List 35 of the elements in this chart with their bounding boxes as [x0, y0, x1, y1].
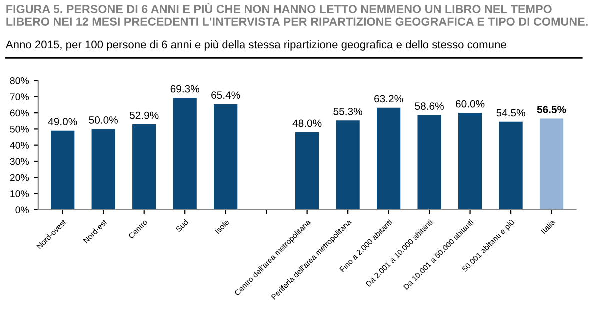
bar: [132, 124, 156, 210]
data-label: 56.5%: [537, 106, 566, 114]
y-tick-label: 50%: [10, 126, 30, 133]
bar: [458, 113, 482, 210]
bar: [540, 118, 564, 210]
bar: [296, 132, 320, 210]
y-tick-label: 80%: [10, 77, 30, 84]
bar: [499, 122, 523, 210]
data-label: 60.0%: [456, 100, 485, 108]
data-label: 50.0%: [89, 116, 118, 124]
data-label: 63.2%: [374, 95, 404, 103]
data-label: 48.0%: [292, 120, 322, 128]
bar: [214, 104, 238, 210]
y-tick-label: 0%: [16, 206, 30, 214]
bar: [173, 98, 197, 210]
y-tick-label: 70%: [10, 94, 30, 101]
data-label: 49.0%: [48, 118, 78, 126]
data-label: 54.5%: [496, 109, 526, 117]
chart-subtitle: Anno 2015, per 100 persone di 6 anni e più della stessa ripartizione geografica e dello stesso comune: [6, 40, 506, 51]
bar: [376, 108, 401, 210]
y-tick-label: 60%: [10, 110, 30, 117]
data-label: 69.3%: [170, 85, 200, 93]
chart-title: FIGURA 5. PERSONE DI 6 ANNI E PIÙ CHE NON HANNO LETTO NEMMENO UN LIBRO NEL TEMPO LIBERO NEI 12 MESI PRECEDENTI L'INTERVISTA PER RIPARTIZIONE GEOGRAFICA E TIPO DI COMUNE.: [6, 2, 588, 26]
y-tick-label: 10%: [10, 190, 30, 198]
y-tick-label: 30%: [10, 158, 30, 166]
bar: [336, 120, 360, 210]
y-tick-label: 20%: [10, 174, 30, 182]
y-tick-label: 40%: [10, 142, 30, 149]
data-label: 52.9%: [130, 112, 159, 120]
bar: [51, 130, 75, 210]
bar: [92, 129, 116, 210]
bar: [418, 115, 442, 210]
data-label: 65.4%: [212, 92, 240, 100]
data-label: 55.3%: [334, 108, 362, 116]
data-label: 58.6%: [415, 102, 444, 110]
